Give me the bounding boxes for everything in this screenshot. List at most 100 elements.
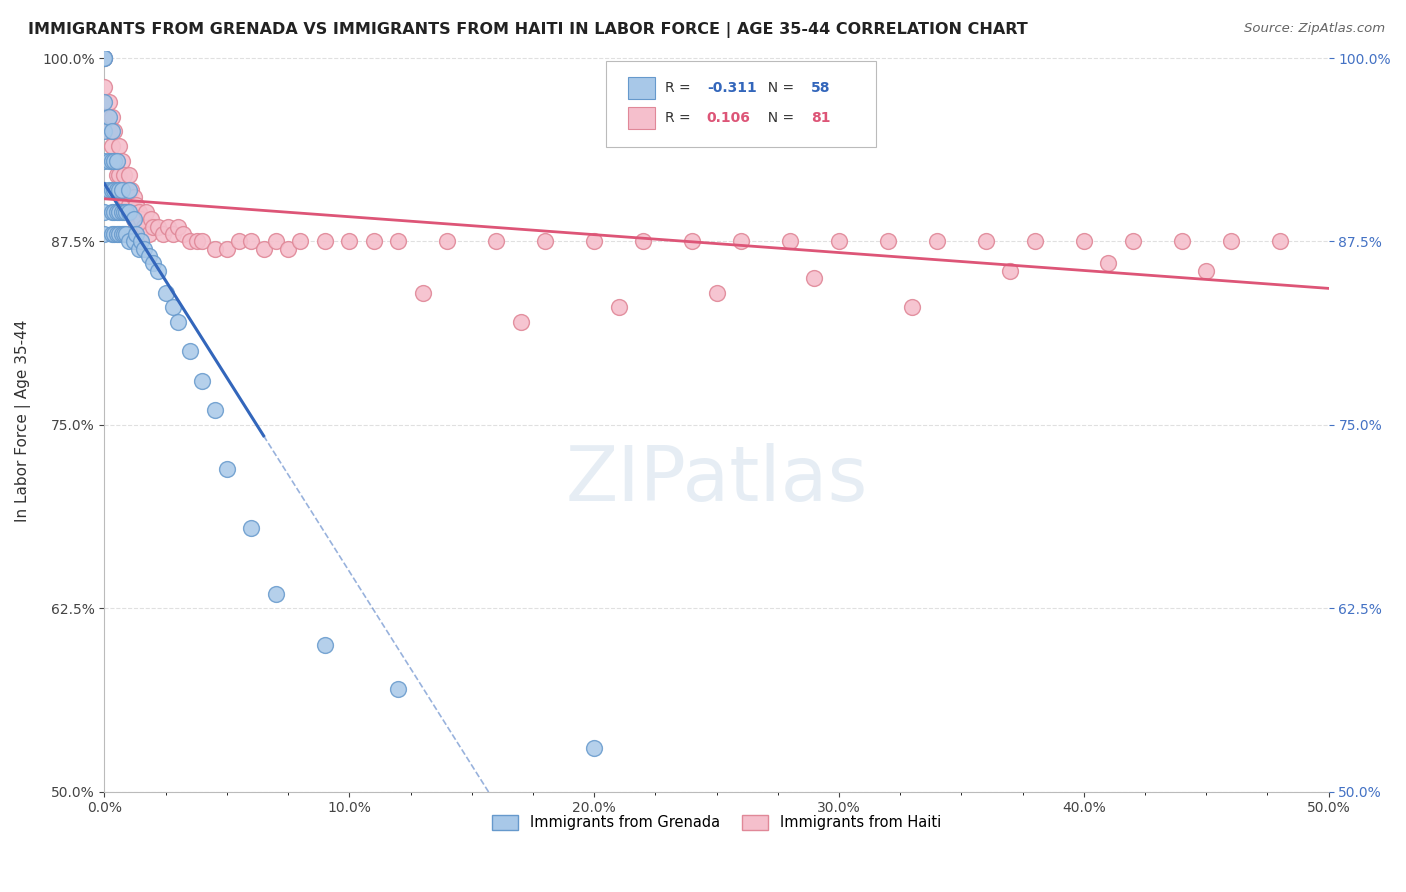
Point	[485, 235, 508, 249]
Point	[1122, 235, 1144, 249]
Point	[1195, 264, 1218, 278]
Point	[337, 235, 360, 249]
Point	[108, 205, 131, 219]
Point	[252, 242, 274, 256]
Point	[167, 315, 190, 329]
Point	[101, 139, 124, 153]
Point	[142, 256, 165, 270]
Y-axis label: In Labor Force | Age 35-44: In Labor Force | Age 35-44	[15, 320, 31, 523]
Point	[122, 212, 145, 227]
Point	[103, 183, 125, 197]
Point	[108, 169, 131, 183]
Point	[142, 219, 165, 234]
Point	[412, 285, 434, 300]
Point	[105, 183, 128, 197]
Bar	[628, 77, 655, 99]
Point	[1000, 264, 1022, 278]
Point	[112, 190, 135, 204]
Point	[167, 219, 190, 234]
Point	[436, 235, 458, 249]
Point	[101, 205, 124, 219]
Text: ZIPatlas: ZIPatlas	[565, 443, 868, 517]
Point	[1171, 235, 1194, 249]
Text: 58: 58	[811, 81, 831, 95]
Point	[172, 227, 194, 241]
Point	[534, 235, 557, 249]
Point	[103, 205, 125, 219]
Point	[631, 235, 654, 249]
Point	[129, 212, 152, 227]
Point	[129, 235, 152, 249]
Point	[118, 198, 141, 212]
Point	[93, 80, 115, 95]
Point	[204, 403, 226, 417]
Point	[132, 242, 155, 256]
Point	[93, 227, 115, 241]
Bar	[628, 107, 655, 129]
Point	[215, 242, 238, 256]
Point	[179, 344, 201, 359]
Point	[105, 169, 128, 183]
Point	[93, 110, 115, 124]
Point	[98, 95, 121, 109]
Point	[98, 124, 121, 138]
Point	[925, 235, 948, 249]
Point	[93, 51, 115, 65]
Point	[128, 205, 150, 219]
Point	[108, 227, 131, 241]
Point	[115, 227, 138, 241]
Point	[98, 110, 121, 124]
Point	[583, 740, 606, 755]
Point	[135, 205, 157, 219]
Point	[148, 219, 170, 234]
Point	[157, 219, 180, 234]
Point	[706, 285, 728, 300]
Point	[122, 235, 145, 249]
Text: R =: R =	[665, 112, 695, 125]
Point	[803, 271, 825, 285]
Point	[125, 227, 148, 241]
Point	[101, 227, 124, 241]
Text: N =: N =	[759, 112, 799, 125]
Point	[112, 205, 135, 219]
Point	[264, 235, 287, 249]
Point	[103, 153, 125, 168]
Point	[155, 285, 177, 300]
Point	[191, 374, 214, 388]
Point	[264, 586, 287, 600]
Point	[363, 235, 385, 249]
Point	[162, 227, 184, 241]
FancyBboxPatch shape	[606, 61, 876, 147]
Point	[1024, 235, 1046, 249]
Point	[1219, 235, 1241, 249]
Point	[110, 183, 132, 197]
Point	[120, 205, 142, 219]
Point	[103, 227, 125, 241]
Point	[191, 235, 214, 249]
Point	[93, 95, 115, 109]
Point	[1073, 235, 1095, 249]
Point	[122, 212, 145, 227]
Legend: Immigrants from Grenada, Immigrants from Haiti: Immigrants from Grenada, Immigrants from…	[486, 809, 946, 836]
Point	[101, 124, 124, 138]
Text: 0.106: 0.106	[707, 112, 751, 125]
Point	[105, 153, 128, 168]
Point	[93, 51, 115, 65]
Point	[110, 183, 132, 197]
Text: IMMIGRANTS FROM GRENADA VS IMMIGRANTS FROM HAITI IN LABOR FORCE | AGE 35-44 CORR: IMMIGRANTS FROM GRENADA VS IMMIGRANTS FR…	[28, 22, 1028, 38]
Point	[93, 124, 115, 138]
Point	[509, 315, 531, 329]
Point	[105, 227, 128, 241]
Point	[118, 235, 141, 249]
Point	[93, 205, 115, 219]
Point	[118, 183, 141, 197]
Point	[204, 242, 226, 256]
Point	[607, 301, 630, 315]
Text: R =: R =	[665, 81, 695, 95]
Point	[105, 153, 128, 168]
Point	[1268, 235, 1291, 249]
Point	[877, 235, 900, 249]
Point	[108, 183, 131, 197]
Point	[162, 301, 184, 315]
Point	[118, 169, 141, 183]
